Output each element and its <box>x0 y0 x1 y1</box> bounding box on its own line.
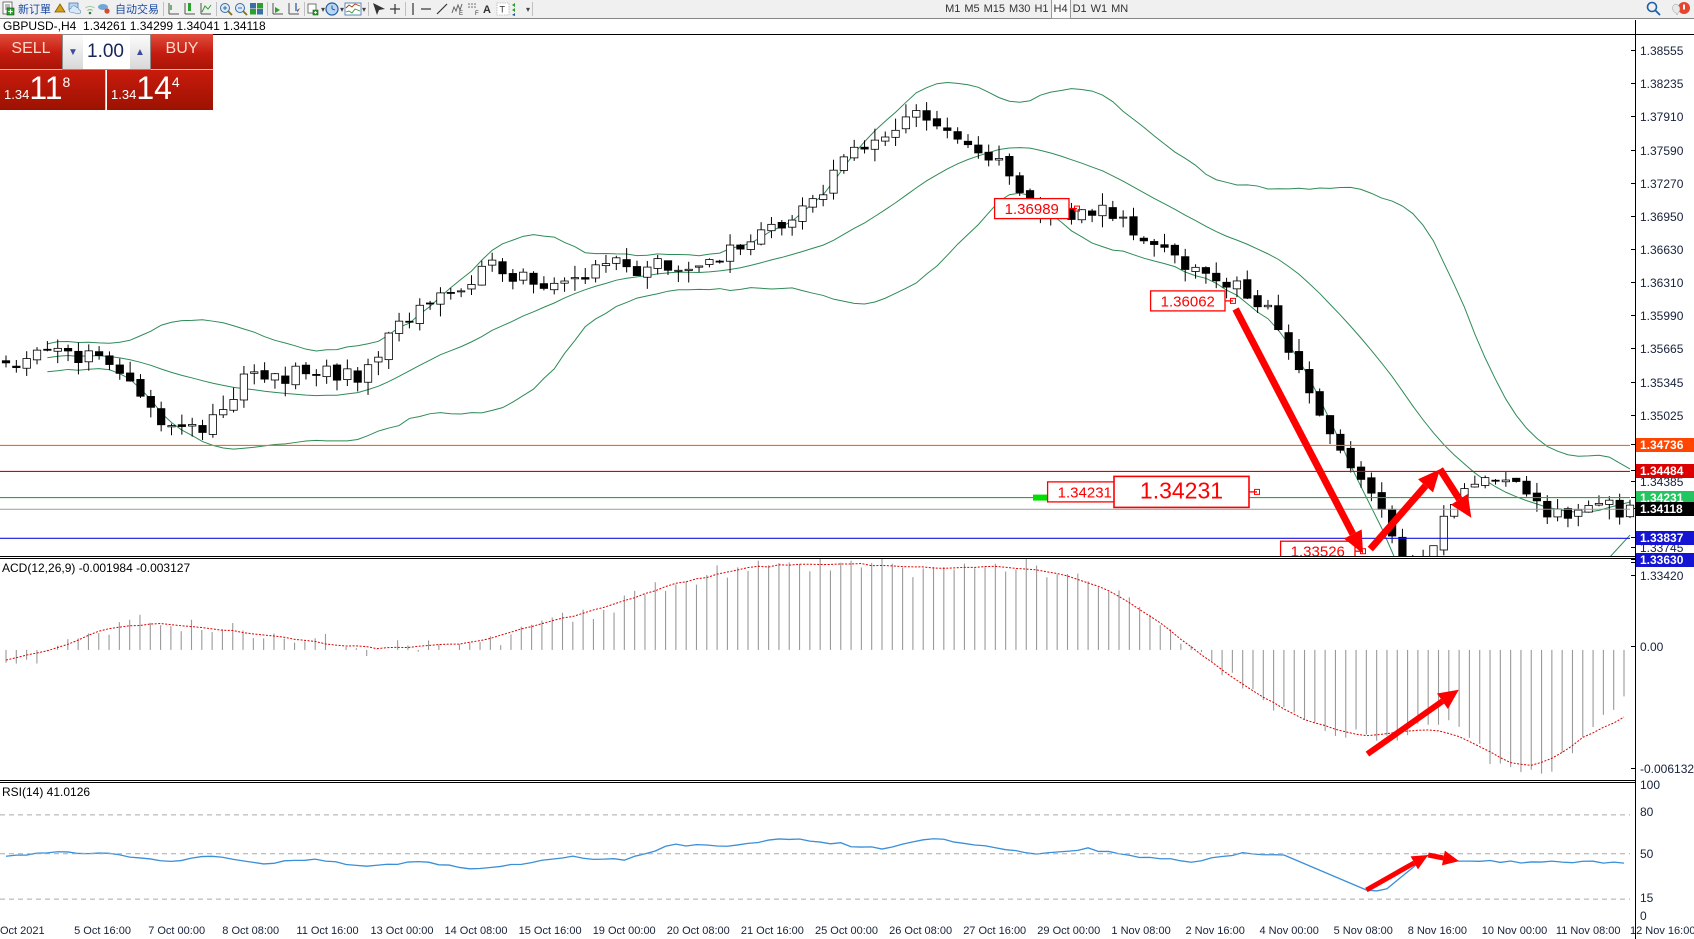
svg-text:1.34231: 1.34231 <box>1058 484 1112 501</box>
svg-text:1.36989: 1.36989 <box>1005 201 1059 218</box>
svg-text:1.34231: 1.34231 <box>1140 477 1223 503</box>
svg-text:T: T <box>500 5 506 15</box>
svg-text:A: A <box>483 4 491 16</box>
svg-text:1.33526: 1.33526 <box>1291 544 1345 556</box>
svg-text:1.36062: 1.36062 <box>1161 293 1215 310</box>
svg-text:F: F <box>475 11 479 17</box>
svg-text:E: E <box>459 11 463 17</box>
